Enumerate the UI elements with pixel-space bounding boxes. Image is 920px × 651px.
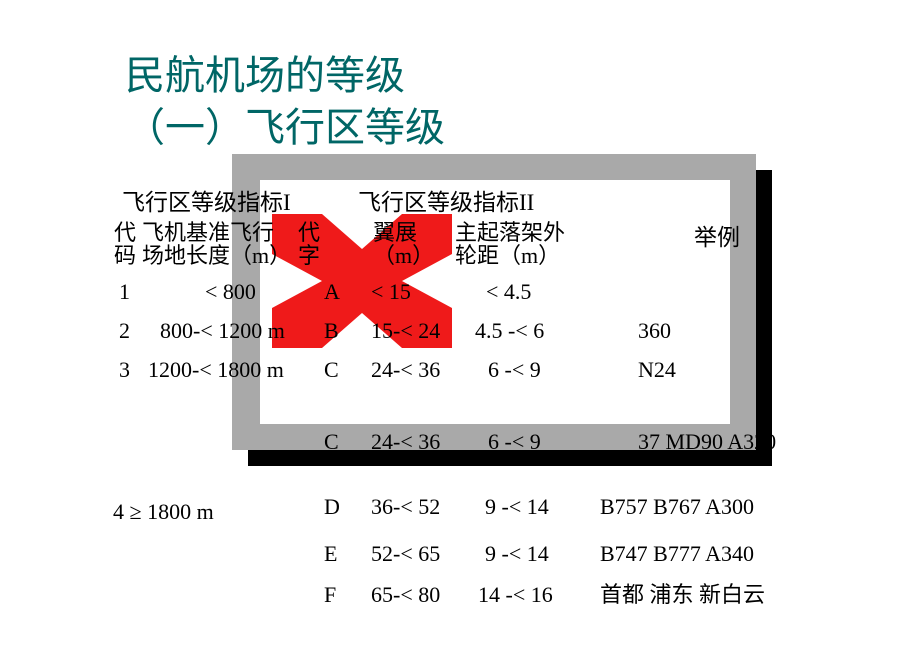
header-group-1: 飞行区等级指标I (122, 190, 291, 215)
r4-ex: 37 MD90 A320 (638, 430, 776, 454)
header-wing: 翼展（m） (373, 221, 434, 267)
r6-wing: 52-< 65 (371, 542, 440, 566)
r1-gear: < 4.5 (486, 280, 531, 304)
r3-let: C (324, 358, 339, 382)
r1-code: 1 (119, 280, 130, 304)
r3-wing: 24-< 36 (371, 358, 440, 382)
r2-let: B (324, 319, 339, 343)
title-line-2: （一）飞行区等级 (125, 102, 445, 154)
header-code: 代码 (114, 221, 136, 267)
r2-ex: 360 (638, 319, 671, 343)
slide-title: 民航机场的等级 （一）飞行区等级 (125, 50, 445, 154)
r7-let: F (324, 583, 336, 607)
r7-ex: 首都 浦东 新白云 (600, 583, 765, 607)
r7-wing: 65-< 80 (371, 583, 440, 607)
r1-wing: < 15 (371, 280, 411, 304)
r5-gear: 9 -< 14 (485, 495, 549, 519)
r2-wing: 15-< 24 (371, 319, 440, 343)
r4-gear: 6 -< 9 (488, 430, 541, 454)
r1-len: < 800 (205, 280, 256, 304)
r2-code: 2 (119, 319, 130, 343)
r4-let: C (324, 430, 339, 454)
header-example: 举例 (694, 225, 740, 250)
header-length: 飞机基准飞行场地长度（m） (142, 221, 291, 267)
r5-ex: B757 B767 A300 (600, 495, 754, 519)
r2-gear: 4.5 -< 6 (475, 319, 544, 343)
r1-let: A (324, 280, 340, 304)
r5-let: D (324, 495, 340, 519)
r6-ex: B747 B777 A340 (600, 542, 754, 566)
r6-gear: 9 -< 14 (485, 542, 549, 566)
r5-wing: 36-< 52 (371, 495, 440, 519)
r4-wing: 24-< 36 (371, 430, 440, 454)
r7-gear: 14 -< 16 (478, 583, 553, 607)
r3-ex: N24 (638, 358, 676, 382)
header-group-2: 飞行区等级指标II (358, 190, 534, 215)
title-line-1: 民航机场的等级 (125, 50, 445, 102)
r6-let: E (324, 542, 337, 566)
r3-code: 3 (119, 358, 130, 382)
r3-gear: 6 -< 9 (488, 358, 541, 382)
r2-len: 800-< 1200 m (160, 319, 285, 343)
r5-code-len: 4 ≥ 1800 m (113, 500, 214, 524)
header-gear: 主起落架外轮距（m） (455, 221, 565, 267)
r3-len: 1200-< 1800 m (148, 358, 284, 382)
header-letter: 代字 (298, 221, 320, 267)
